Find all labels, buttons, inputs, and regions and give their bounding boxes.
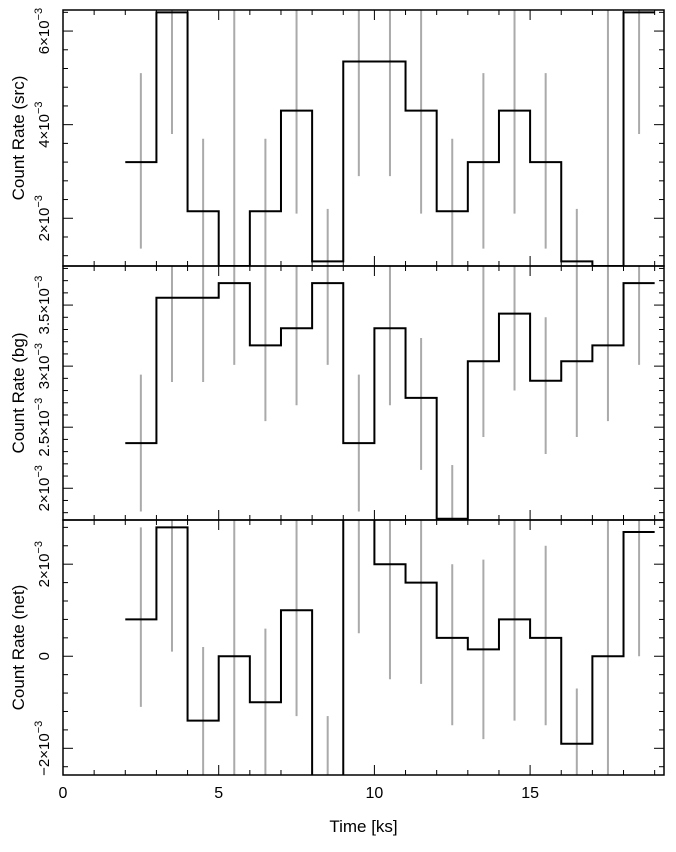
histogram-bg [125,282,655,520]
y-tick-exponent: −3 [33,101,45,114]
y-tick-label-bg-1: 2.5×10−3 [33,398,53,457]
x-tick-label-0: 0 [59,785,68,802]
y-tick-mantissa: 2.5×10 [36,410,53,456]
y-tick-exponent: −3 [33,541,45,554]
y-tick-label-net-0: −2×10−3 [33,721,53,776]
y-tick-mantissa: 3×10 [36,356,53,390]
y-axis-label-net: Count Rate (net) [9,585,28,711]
y-tick-exponent: −3 [33,465,45,478]
histogram-src [125,11,655,266]
y-tick-mantissa: 2×10 [36,208,53,242]
y-tick-mantissa: 2×10 [36,478,53,512]
histogram-net [125,520,655,775]
y-tick-exponent: −3 [33,8,45,21]
y-tick-exponent: −3 [33,276,45,289]
x-tick-label-3: 15 [521,785,539,802]
panel-frame-src [62,9,665,267]
y-axis-label-src: Count Rate (src) [9,76,28,201]
y-tick-mantissa: 3.5×10 [36,288,53,334]
y-tick-exponent: −3 [33,343,45,356]
error-bars-layer [139,10,641,775]
axes-layer [62,9,665,776]
panel-frame-bg [62,265,665,521]
y-tick-exponent: −3 [33,721,45,734]
y-tick-label-src-1: 4×10−3 [33,101,53,147]
y-tick-exponent: −3 [33,398,45,411]
y-tick-label-src-0: 2×10−3 [33,195,53,241]
y-tick-mantissa: 4×10 [36,114,53,148]
y-tick-mantissa: 2×10 [36,554,53,588]
x-tick-label-1: 5 [214,785,223,802]
y-tick-label-bg-2: 3×10−3 [33,343,53,389]
y-tick-label-src-2: 6×10−3 [33,8,53,54]
y-axis-label-bg: Count Rate (bg) [9,333,28,454]
y-tick-label-net-1: 0 [36,652,53,660]
panel-frame-net [62,519,665,776]
y-tick-mantissa: 6×10 [36,20,53,54]
y-tick-exponent: −3 [33,195,45,208]
y-tick-label-net-2: 2×10−3 [33,541,53,587]
y-tick-label-bg-3: 3.5×10−3 [33,276,53,335]
y-tick-mantissa: −2×10 [36,733,53,776]
histogram-layer [125,11,655,775]
x-axis-label: Time [ks] [329,817,397,836]
x-tick-label-2: 10 [366,785,384,802]
y-tick-label-bg-0: 2×10−3 [33,465,53,511]
